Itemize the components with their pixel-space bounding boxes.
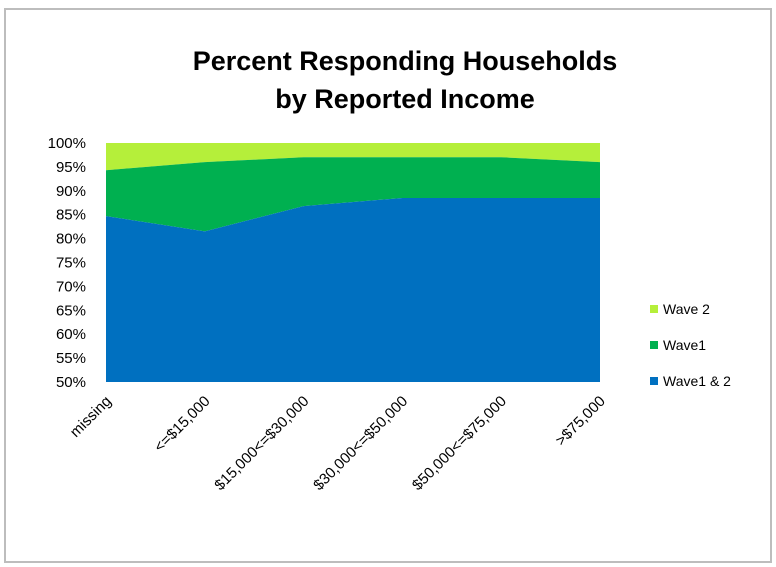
legend-swatch-wave1 bbox=[650, 341, 658, 349]
y-tick-label: 75% bbox=[56, 255, 86, 272]
y-tick-label: 95% bbox=[56, 159, 86, 176]
x-tick-label: <=$15,000 bbox=[151, 393, 214, 456]
chart-title-line-1: Percent Responding Households bbox=[193, 46, 618, 76]
legend-label-wave-2: Wave 2 bbox=[663, 301, 710, 317]
area-wave1-2 bbox=[106, 198, 600, 382]
plot-areas bbox=[106, 143, 600, 382]
legend: Wave 2 Wave1 Wave1 & 2 bbox=[650, 301, 731, 389]
y-tick-label: 60% bbox=[56, 326, 86, 343]
x-tick-label: $15,000<=$30,000 bbox=[211, 393, 312, 494]
y-axis: 50% 55% 60% 65% 70% 75% 80% 85% 90% 95% 100% bbox=[48, 135, 86, 391]
y-tick-label: 70% bbox=[56, 278, 86, 295]
legend-swatch-wave-2 bbox=[650, 305, 658, 313]
legend-label-wave1: Wave1 bbox=[663, 337, 706, 353]
x-tick-label: >$75,000 bbox=[552, 393, 609, 450]
y-tick-label: 50% bbox=[56, 374, 86, 391]
chart-title-line-2: by Reported Income bbox=[275, 84, 535, 114]
area-wave-2 bbox=[106, 143, 600, 171]
y-tick-label: 65% bbox=[56, 302, 86, 319]
x-tick-label: $50,000<=$75,000 bbox=[409, 393, 510, 494]
y-tick-label: 80% bbox=[56, 231, 86, 248]
y-tick-label: 100% bbox=[48, 135, 86, 152]
y-tick-label: 90% bbox=[56, 183, 86, 200]
area-wave1 bbox=[106, 157, 600, 232]
y-tick-label: 85% bbox=[56, 207, 86, 224]
x-axis: missing <=$15,000$15,000<=$30,000$30,000<… bbox=[67, 393, 609, 494]
legend-swatch-wave1-2 bbox=[650, 377, 658, 385]
x-tick-label: missing bbox=[67, 393, 115, 441]
x-tick-label: $30,000<=$50,000 bbox=[310, 393, 411, 494]
y-tick-label: 55% bbox=[56, 350, 86, 367]
legend-label-wave1-2: Wave1 & 2 bbox=[663, 373, 731, 389]
